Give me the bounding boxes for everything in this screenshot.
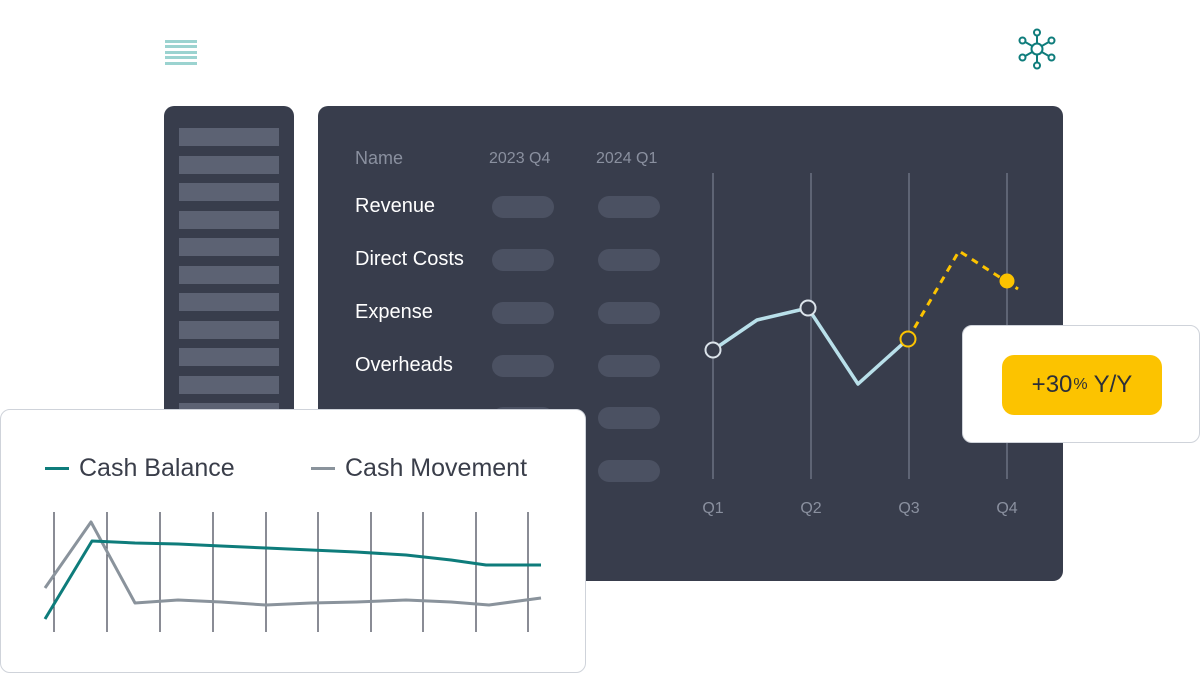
sidebar-item[interactable] (179, 183, 279, 201)
tick-label-q2: Q2 (800, 500, 821, 517)
data-point-q1 (704, 341, 722, 359)
data-point-q2 (799, 299, 817, 317)
sidebar-item[interactable] (179, 348, 279, 366)
sidebar-item[interactable] (179, 321, 279, 339)
legend-label: Cash Movement (345, 454, 528, 482)
value-placeholder (598, 355, 660, 377)
value-placeholder (598, 249, 660, 271)
cash-line-chart (43, 512, 542, 632)
legend-swatch (311, 467, 335, 470)
tick-label-q1: Q1 (702, 500, 723, 517)
cash-balance-line (43, 539, 541, 620)
legend-label: Cash Balance (79, 454, 235, 482)
value-placeholder (492, 355, 554, 377)
legend-cash-movement: Cash Movement (311, 454, 527, 483)
sidebar-item[interactable] (179, 156, 279, 174)
row-label-overheads: Overheads (355, 354, 453, 376)
value-placeholder (598, 302, 660, 324)
sidebar-item[interactable] (179, 128, 279, 146)
column-header-2024-q1: 2024 Q1 (596, 150, 658, 167)
sidebar (164, 106, 294, 436)
row-label-direct-costs: Direct Costs (355, 248, 464, 270)
legend-cash-balance: Cash Balance (45, 454, 235, 483)
data-point-q3 (899, 330, 917, 348)
quarter-line-chart: Q1 Q2 Q3 Q4 (702, 173, 1019, 517)
row-label-revenue: Revenue (355, 195, 436, 217)
tick-label-q4: Q4 (996, 500, 1017, 517)
sidebar-item[interactable] (179, 211, 279, 229)
value-placeholder (492, 302, 554, 324)
value-placeholder (598, 407, 660, 429)
sidebar-item[interactable] (179, 266, 279, 284)
value-placeholder (598, 460, 660, 482)
sidebar-item[interactable] (179, 376, 279, 394)
column-header-2023-q4: 2023 Q4 (489, 150, 551, 167)
row-label-expense: Expense (355, 301, 433, 323)
sidebar-item[interactable] (179, 238, 279, 256)
value-placeholder (598, 196, 660, 218)
cash-movement-line (43, 520, 542, 607)
yoy-card: +30% Y/Y (962, 325, 1200, 443)
yoy-suffix: Y/Y (1093, 371, 1133, 398)
yoy-value: +30 (1031, 371, 1073, 398)
yoy-badge: +30% Y/Y (1002, 355, 1162, 415)
forecast-series-line (906, 248, 1019, 340)
sidebar-item[interactable] (179, 293, 279, 311)
value-placeholder (492, 249, 554, 271)
value-placeholder (492, 196, 554, 218)
tick-label-q3: Q3 (898, 500, 919, 517)
yoy-percent: % (1073, 376, 1088, 393)
column-header-name: Name (355, 148, 404, 168)
data-point-q4 (999, 273, 1015, 289)
legend-swatch (45, 467, 69, 470)
menu-lines-icon[interactable] (165, 40, 197, 65)
network-hub-icon[interactable] (1016, 28, 1058, 70)
cash-chart-card: Cash Balance Cash Movement (0, 409, 586, 673)
